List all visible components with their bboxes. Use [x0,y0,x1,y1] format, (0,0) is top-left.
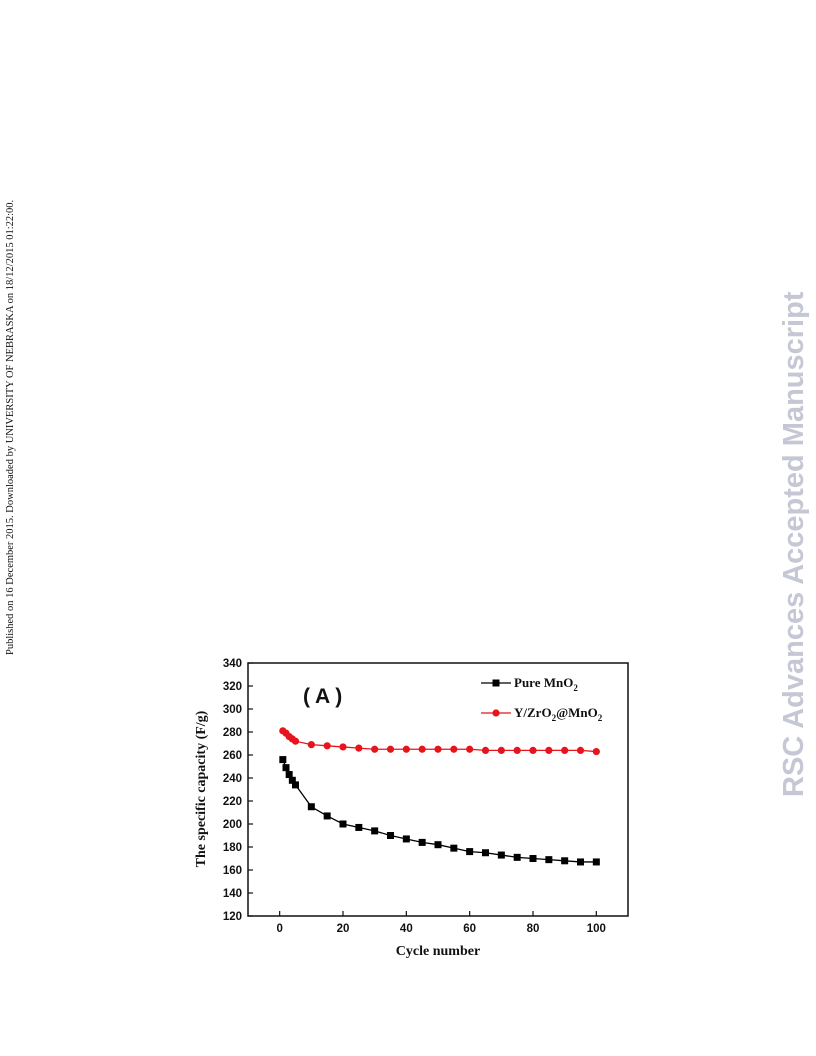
legend-marker [492,709,500,717]
data-point [386,745,395,753]
data-point [592,747,600,756]
data-point [418,838,426,846]
data-point [513,853,521,861]
x-tick-label: 0 [276,923,282,935]
data-point [497,851,505,859]
plot-frame [247,662,629,917]
y-axis: 120 140 160 180 200 220 240 260 280 300 320 340 [223,658,253,923]
data-point [288,776,296,784]
y-tick-label: 280 [223,727,242,739]
x-axis-label: Cycle number [396,944,480,959]
data-point [481,746,490,755]
legend: Pure MnO2 Y/ZrO2@MnO2 [481,675,603,723]
y-tick-label: 120 [223,911,242,923]
data-point [466,848,474,856]
legend-entry: Pure MnO2 [481,675,578,693]
data-point [307,741,315,749]
data-point [529,746,537,755]
data-point [561,746,569,755]
data-point [513,746,521,755]
data-point [418,745,426,753]
data-point [402,745,410,753]
data-point [482,849,489,857]
series-1 [279,756,600,866]
y-tick-label: 180 [223,842,242,854]
data-point [292,781,299,789]
y-tick-label: 240 [223,773,242,785]
data-point [371,827,379,835]
data-point [577,858,584,866]
x-axis: 0 20 40 60 80 100 [276,911,606,935]
data-point [576,746,585,755]
data-point [323,812,331,820]
data-point [497,746,505,755]
y-tick-label: 300 [223,704,242,716]
y-tick-label: 340 [223,658,242,670]
series-2 [279,727,600,756]
x-tick-label: 100 [587,923,606,935]
y-tick-label: 160 [223,865,242,877]
data-point [291,737,300,745]
data-point [339,743,347,751]
data-point [434,841,442,849]
data-point [450,745,458,753]
y-axis-label: The specific capacity (F/g) [194,710,209,867]
data-point [466,745,474,753]
y-tick-label: 140 [223,888,242,900]
data-point [529,855,537,862]
data-point [402,835,410,843]
panel-label: ( A ) [303,685,342,708]
data-point [592,858,600,866]
data-point [307,803,315,811]
data-point [355,823,363,831]
series-layer [279,727,600,866]
y-tick-label: 220 [223,796,242,808]
x-tick-label: 80 [527,923,540,935]
data-point [279,756,287,764]
data-point [434,745,442,753]
x-tick-label: 20 [337,923,350,935]
data-point [387,832,394,839]
data-point [282,764,290,772]
data-point [371,745,379,753]
data-point [561,857,569,865]
data-point [545,746,553,755]
legend-label: Y/ZrO2@MnO2 [514,705,603,723]
x-tick-label: 40 [400,923,413,935]
legend-label: Pure MnO2 [514,675,578,693]
legend-marker [492,679,500,687]
legend-entry: Y/ZrO2@MnO2 [481,705,603,723]
y-tick-label: 260 [223,750,242,762]
y-tick-label: 320 [223,681,242,693]
data-point [323,742,331,750]
data-point [545,856,553,864]
data-point [339,820,347,828]
y-tick-label: 200 [223,819,242,831]
data-point [355,744,363,752]
data-point [285,771,293,779]
data-point [450,844,458,852]
x-tick-label: 60 [463,923,476,935]
